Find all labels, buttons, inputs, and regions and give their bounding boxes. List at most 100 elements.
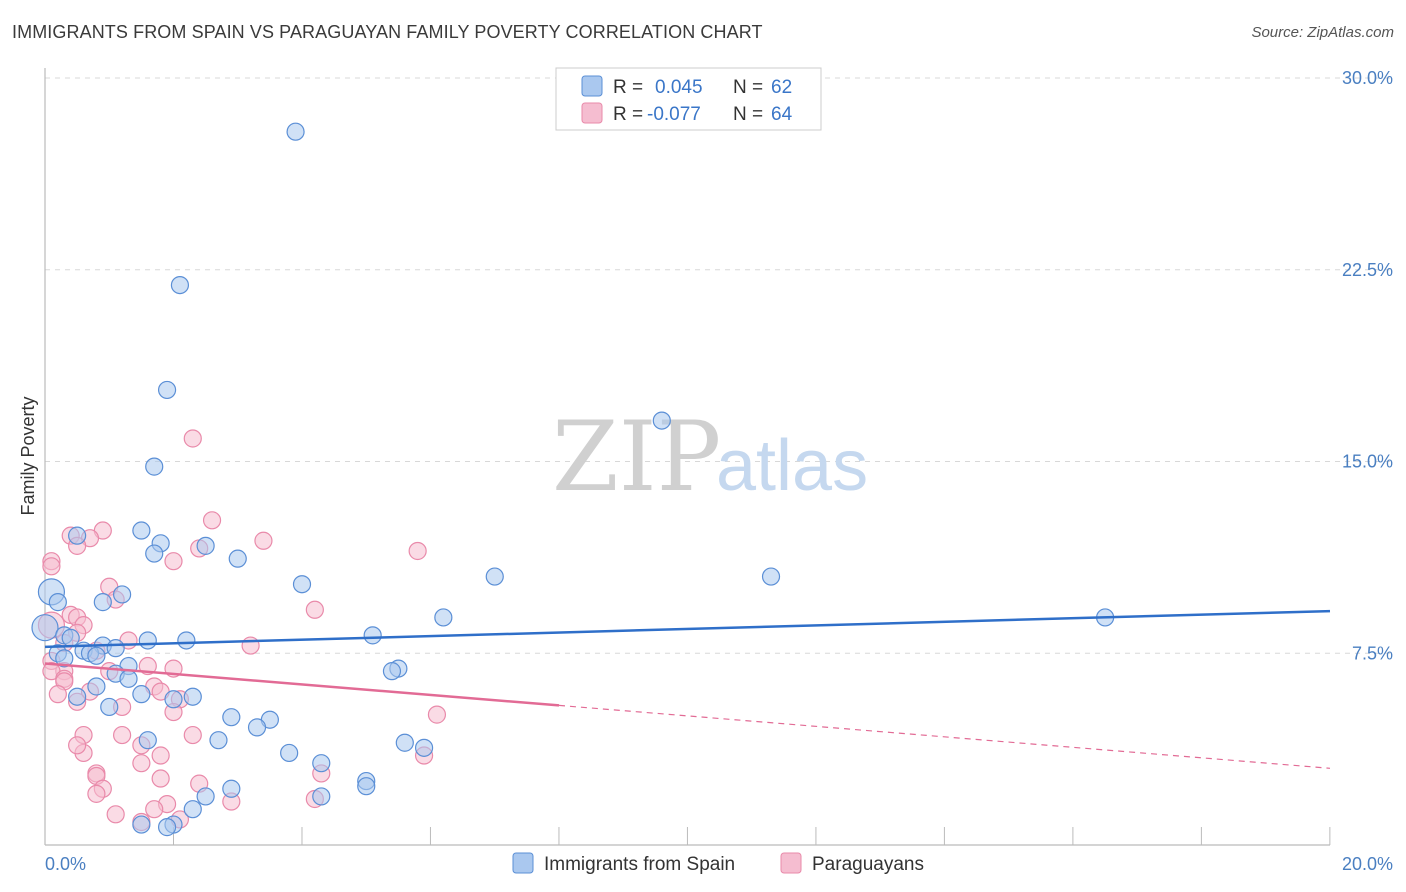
spain-point [395,733,414,752]
spain-point [382,662,402,681]
spain-point [434,608,453,627]
source-credit: Source: ZipAtlas.com [1251,24,1394,41]
x-tick-label-max: 20.0% [1342,854,1393,874]
paraguayans-point [183,725,202,745]
spain-point [112,585,132,604]
paraguayans-point [68,736,87,755]
spain-point [652,411,671,430]
spain-point [31,614,59,642]
legend-swatch-blue [581,75,603,97]
legend-n-label-1: N = [733,77,763,98]
watermark-zip: ZIP [552,401,721,513]
series-label-paraguayans: Paraguayans [812,854,924,875]
paraguayans-point [106,805,125,824]
gridlines [45,77,1395,845]
spain-point [312,787,331,806]
y-tick-label: 15.0% [1342,452,1393,472]
legend-r-value-1: 0.045 [655,77,703,98]
paraguayans-points [37,429,447,832]
spain-point [68,687,87,706]
legend-swatch-pink [581,102,603,124]
chart-title: IMMIGRANTS FROM SPAIN VS PARAGUAYAN FAMI… [12,22,763,42]
spain-point [145,544,164,563]
paraguayans-point [164,552,183,571]
paraguayans-point [132,754,151,773]
spain-point [48,593,67,612]
spain-point [145,457,164,476]
legend-n-value-2: 64 [771,104,793,125]
spain-point [485,567,504,586]
spain-point [93,593,112,612]
spain-point [157,818,177,837]
series-swatch-spain [512,852,534,874]
legend-r-label-2: R = [613,104,643,125]
spain-point [363,626,382,645]
spain-point [132,815,151,834]
y-tick-label: 7.5% [1352,643,1393,663]
spain-points [31,122,1115,837]
spain-trend-line [44,609,1331,649]
paraguayans-trend-line-projection [558,704,1331,769]
spain-point [247,718,267,737]
spain-point [132,521,151,540]
paraguayans-point [42,557,61,576]
spain-point [196,787,215,806]
legend-r-value-2: -0.077 [647,104,701,125]
spain-point [280,743,299,763]
spain-point [292,575,312,594]
watermark-atlas: atlas [716,426,868,506]
trend-lines [44,609,1331,769]
watermark: ZIP atlas [552,401,868,513]
spain-point [222,708,241,727]
spain-point [132,685,151,704]
paraguayans-point [241,636,260,655]
spain-point [196,536,215,555]
paraguayans-point [151,746,170,765]
paraguayans-point [87,784,106,803]
legend-n-label-2: N = [733,104,763,125]
spain-point [183,800,202,819]
paraguayans-point [183,429,202,448]
spain-point [61,628,80,648]
spain-point [209,731,228,750]
spain-point [164,690,183,709]
spain-point [87,646,106,665]
spain-point [68,526,87,545]
spain-point [222,779,241,798]
spain-point [761,567,781,586]
spain-point [138,631,157,650]
axes [44,68,1330,846]
spain-point [312,754,331,773]
paraguayans-point [145,800,164,819]
correlation-legend: R = 0.045 N = 62 R = -0.077 N = 64 [555,67,822,131]
y-axis-title: Family Poverty [18,396,38,515]
legend-n-value-1: 62 [771,77,792,98]
spain-point [286,122,305,141]
paraguayans-trend-line [44,662,560,707]
spain-point [228,549,247,568]
x-tick-label-min: 0.0% [45,854,86,874]
y-tick-label: 22.5% [1342,260,1393,280]
paraguayans-point [112,725,132,745]
series-swatch-paraguayans [780,852,802,874]
spain-point [119,669,138,688]
spain-point [138,731,157,750]
paraguayans-point [48,685,67,704]
paraguayans-point [408,541,427,561]
paraguayans-point [305,600,324,619]
x-tick-labels: 0.0% 20.0% [45,854,1393,874]
spain-point [157,380,177,400]
paraguayans-point [151,769,170,788]
paraguayans-point [254,531,273,550]
spain-point [414,738,434,757]
y-tick-label: 30.0% [1342,68,1393,88]
spain-point [357,777,376,796]
legend-r-label-1: R = [613,77,643,98]
spain-point [55,649,74,668]
spain-point [170,275,190,295]
spain-point [183,687,202,706]
paraguayans-point [202,511,222,530]
spain-point [100,697,119,717]
paraguayans-point [427,705,447,724]
